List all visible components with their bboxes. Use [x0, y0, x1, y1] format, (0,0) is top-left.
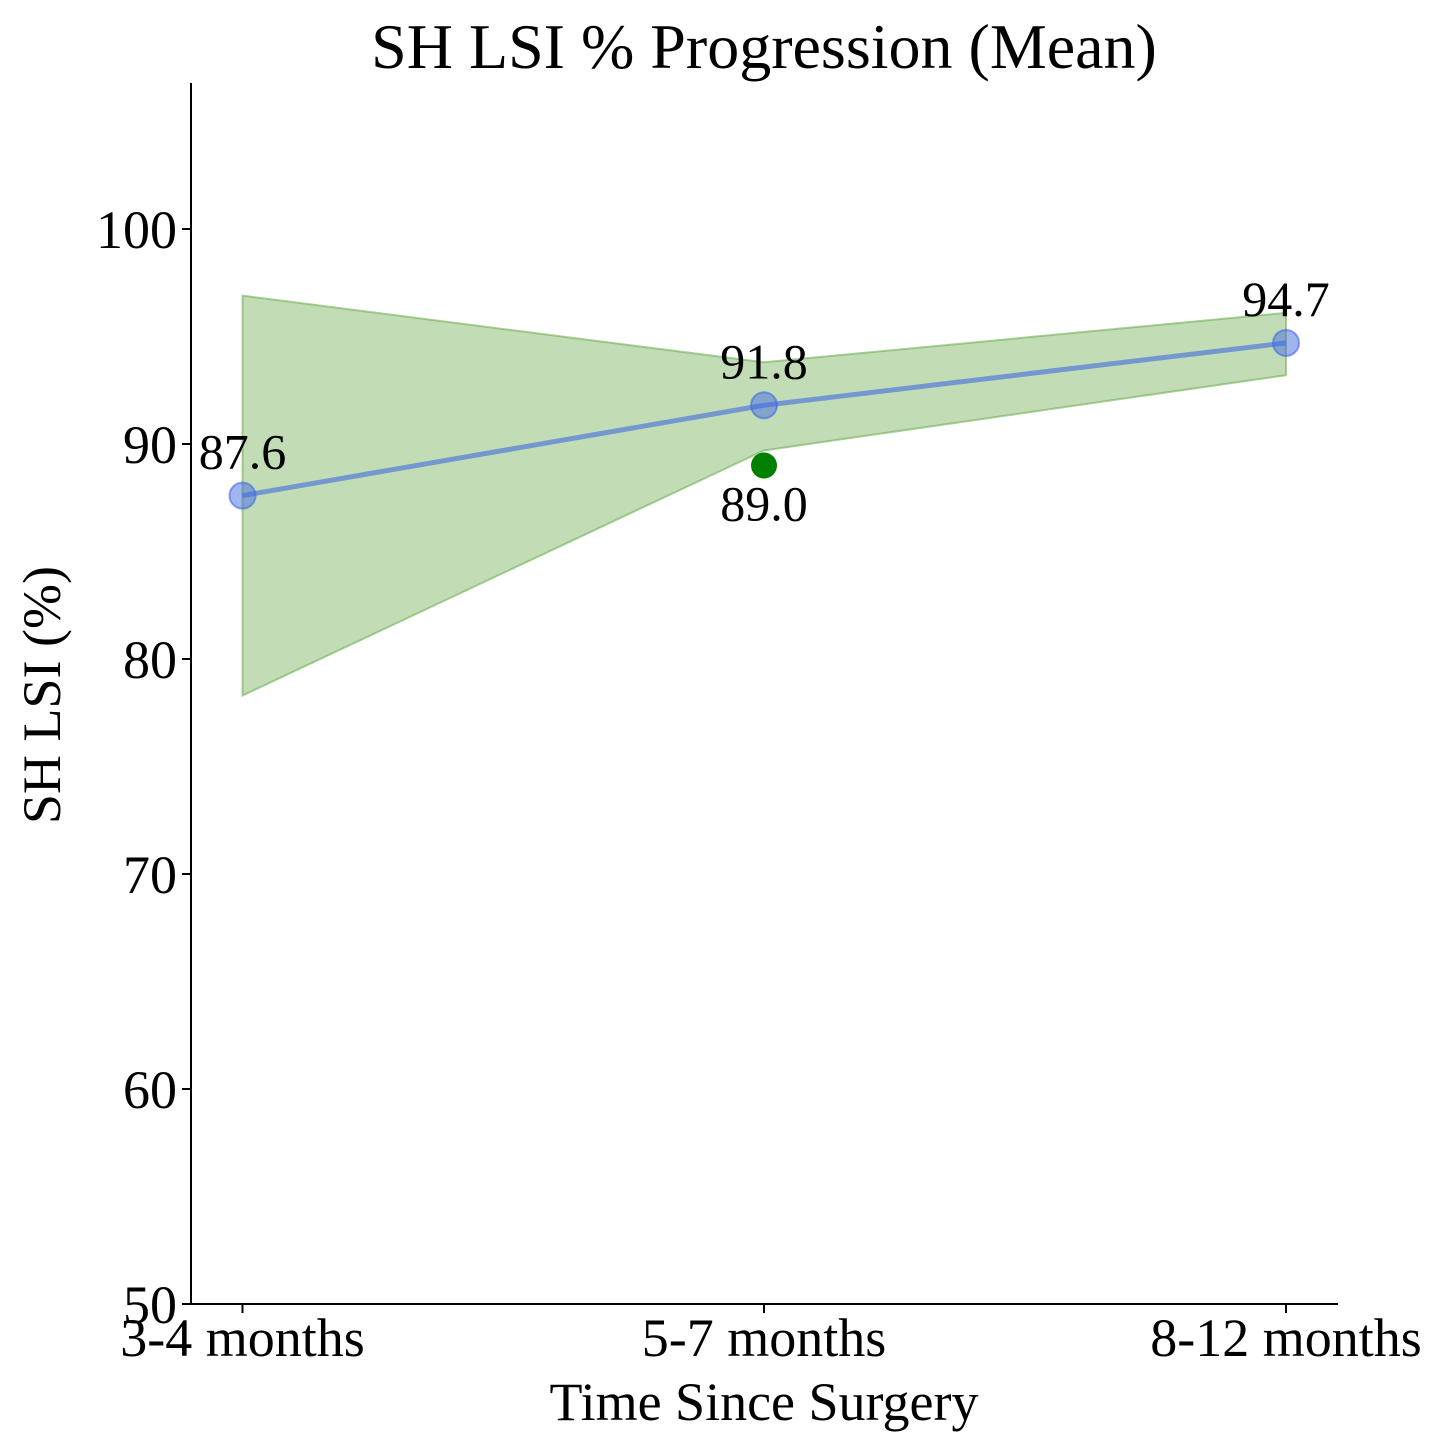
data-point: [750, 391, 778, 420]
y-tick-label: 80: [123, 630, 177, 690]
data-label: 94.7: [1242, 271, 1330, 327]
data-label: 91.8: [720, 333, 808, 389]
y-tick-label: 90: [123, 415, 177, 475]
x-tick-label: 5-7 months: [642, 1308, 887, 1368]
plot-area: 50 60 70 80 90 100 3-4 months 5-7 months 8-12 mo…: [96, 83, 1422, 1368]
chart-title: SH LSI % Progression (Mean): [371, 11, 1157, 82]
confidence-band: [241, 294, 1287, 698]
x-tick-label: 3-4 months: [120, 1308, 365, 1368]
x-axis-label: Time Since Surgery: [549, 1372, 978, 1432]
extra-data-label: 89.0: [720, 476, 808, 532]
x-tick-label: 8-12 months: [1150, 1308, 1422, 1368]
data-point: [1272, 328, 1300, 357]
y-tick-label: 50: [123, 1275, 177, 1335]
data-label: 87.6: [199, 424, 287, 480]
y-axis-label: SH LSI (%): [12, 566, 72, 824]
data-point: [228, 481, 257, 510]
y-tick-label: 100: [96, 200, 177, 260]
extra-data-point: [751, 452, 777, 479]
y-tick-label: 60: [123, 1060, 177, 1120]
y-tick-label: 70: [123, 845, 177, 905]
